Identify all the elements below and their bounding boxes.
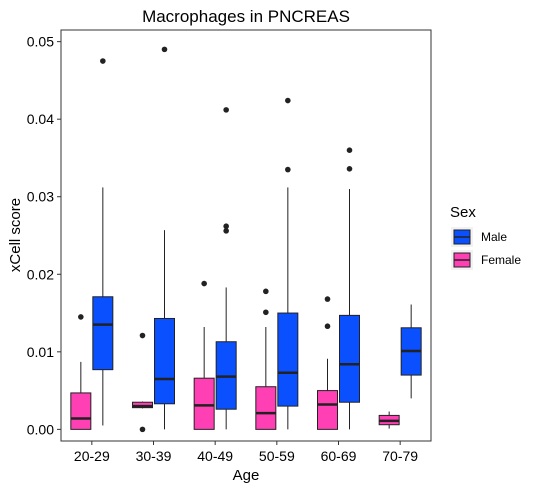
outlier-point: [139, 426, 146, 433]
boxes-layer: [70, 46, 422, 433]
box-male-50-59: [277, 97, 299, 430]
outlier-point: [324, 323, 331, 330]
outlier-point: [223, 107, 229, 113]
x-tick-label: 30-39: [136, 448, 172, 464]
plot-panel: [60, 29, 432, 442]
box-body: [193, 377, 215, 430]
x-axis-label: Age: [233, 467, 260, 484]
box-female-30-39: [132, 332, 153, 433]
y-tick-label: 0.05: [27, 34, 54, 50]
legend: Sex Male Female: [450, 204, 521, 270]
box-male-30-39: [154, 46, 175, 430]
legend-label-male: Male: [481, 230, 507, 244]
x-tick-label: 60-69: [321, 448, 357, 464]
outlier-point: [263, 288, 269, 295]
y-tick-label: 0.00: [27, 421, 54, 437]
box-female-60-69: [317, 296, 338, 430]
y-tick-label: 0.01: [27, 344, 54, 360]
legend-title: Sex: [450, 204, 476, 221]
box-female-20-29: [70, 314, 92, 430]
x-axis: 20-29 30-39 40-49 50-59 60-69 70-79: [74, 441, 418, 464]
outlier-point: [139, 332, 146, 339]
outlier-point: [263, 309, 269, 316]
box-female-40-49: [193, 280, 215, 430]
y-tick-label: 0.04: [27, 111, 54, 127]
x-tick-label: 50-59: [259, 448, 295, 464]
box-body: [154, 317, 175, 405]
outlier-point: [201, 280, 207, 287]
box-female-70-79: [378, 411, 400, 429]
outlier-point: [78, 314, 84, 320]
outlier-point: [346, 166, 353, 172]
outlier-point: [285, 97, 291, 104]
x-tick-label: 40-49: [197, 448, 233, 464]
y-tick-label: 0.03: [27, 189, 54, 205]
x-tick-label: 70-79: [382, 448, 418, 464]
outlier-point: [346, 147, 353, 153]
outlier-point: [223, 228, 229, 234]
box-male-40-49: [215, 107, 237, 430]
box-body: [70, 392, 92, 430]
box-female-50-59: [255, 288, 277, 430]
legend-label-female: Female: [481, 253, 521, 267]
box-body: [92, 296, 114, 371]
box-body: [255, 386, 277, 430]
outlier-point: [100, 58, 106, 64]
box-male-60-69: [339, 147, 360, 430]
outlier-point: [324, 296, 331, 302]
box-male-20-29: [92, 58, 114, 426]
outlier-point: [285, 166, 291, 173]
box-body: [339, 314, 360, 403]
x-tick-label: 20-29: [74, 448, 110, 464]
box-body: [277, 312, 299, 407]
y-axis: 0.00 0.01 0.02 0.03 0.04 0.05: [27, 34, 61, 437]
y-axis-label: xCell score: [7, 198, 24, 272]
y-tick-label: 0.02: [27, 266, 54, 282]
outlier-point: [161, 46, 168, 53]
box-male-70-79: [400, 304, 422, 399]
outlier-point: [223, 223, 229, 229]
chart-title: Macrophages in PNCREAS: [142, 7, 350, 26]
box-body: [317, 390, 338, 430]
